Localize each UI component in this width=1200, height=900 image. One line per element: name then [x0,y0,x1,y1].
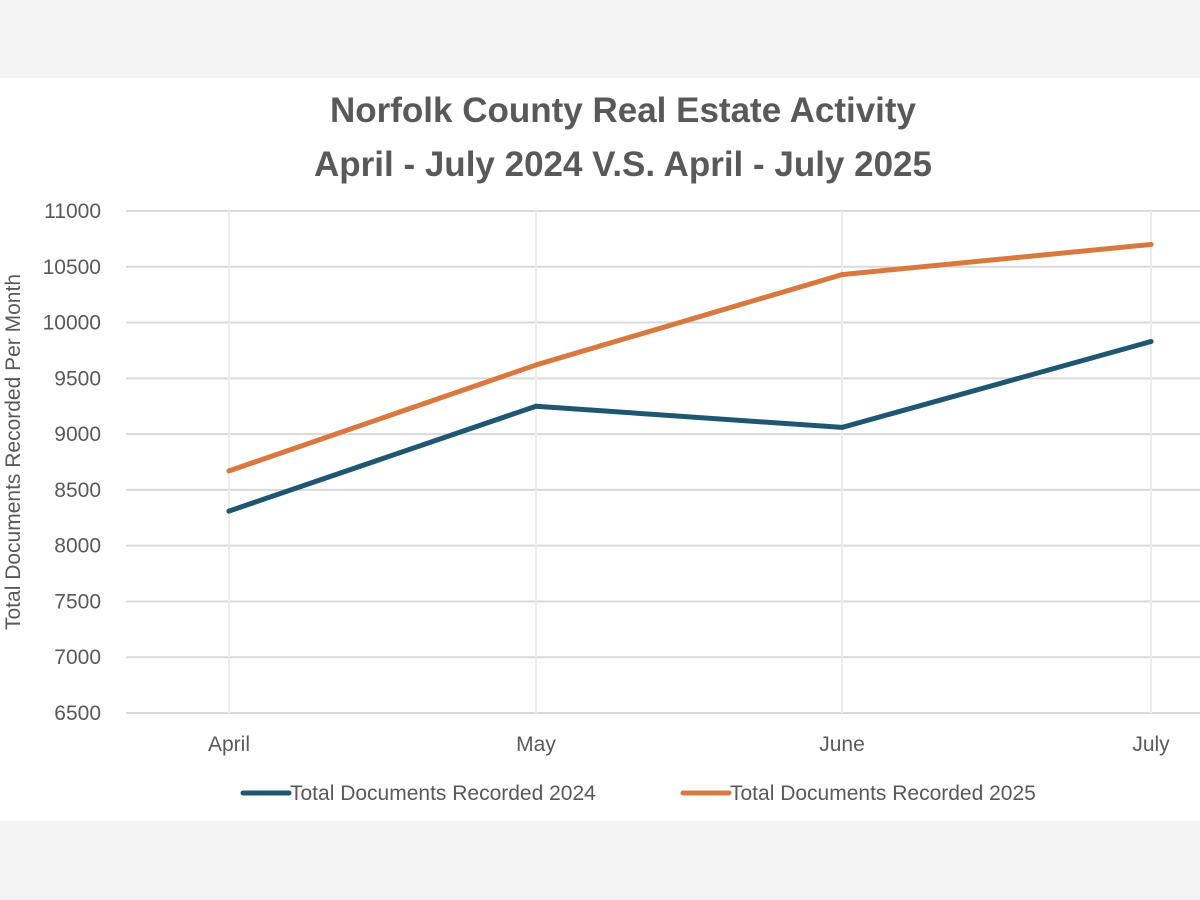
y-tick-label: 11000 [44,200,101,223]
x-tick-label: July [1132,733,1170,756]
data-point [1148,339,1154,345]
data-point [226,508,232,514]
data-point [226,468,232,474]
data-point [533,403,539,409]
data-point [839,272,845,278]
y-tick-label: 9500 [54,367,101,390]
y-tick-label: 8500 [54,479,101,502]
y-axis-title: Total Documents Recorded Per Month [2,274,25,630]
y-tick-label: 9000 [54,423,101,446]
chart-title-block: Norfolk County Real Estate Activity Apri… [0,84,1200,192]
horizontal-gridlines [126,210,1200,714]
y-tick-label: 8000 [54,535,101,558]
x-tick-label: June [819,733,865,756]
y-axis-tick-labels: 6500 7000 7500 8000 8500 9000 9500 10000 10500 11… [43,200,101,725]
y-tick-label: 10500 [43,256,101,279]
data-point [839,424,845,430]
x-tick-label: April [208,733,250,756]
vertical-gridlines [228,211,1152,713]
x-axis-tick-labels: April May June July [208,733,1170,756]
chart-subtitle: April - July 2024 V.S. April - July 2025 [314,145,932,184]
legend-label: Total Documents Recorded 2024 [290,782,596,805]
data-point [1148,241,1154,247]
series-lines [226,241,1154,514]
chart-title: Norfolk County Real Estate Activity [329,91,917,130]
y-tick-label: 7500 [54,590,101,613]
y-tick-label: 6500 [54,702,101,725]
x-tick-label: May [516,733,556,756]
y-tick-label: 7000 [54,646,101,669]
legend: Total Documents Recorded 2024 Total Docum… [240,782,1036,805]
chart-card [0,78,1200,821]
series-line-1 [226,339,1154,514]
y-tick-label: 10000 [43,312,101,335]
series-line-2 [226,241,1154,474]
data-point [533,362,539,368]
legend-label: Total Documents Recorded 2025 [730,782,1036,805]
